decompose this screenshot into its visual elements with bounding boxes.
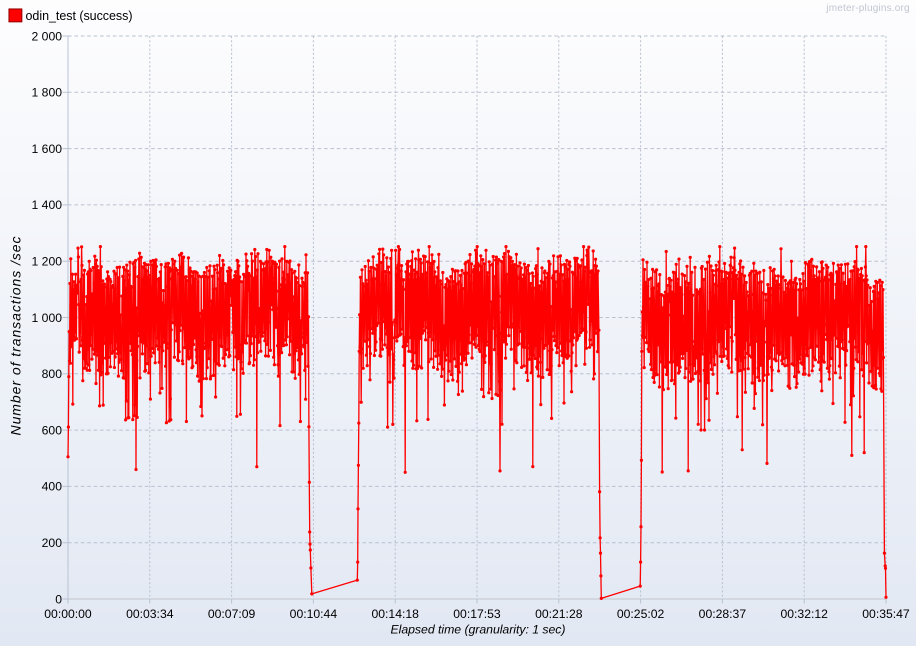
svg-text:00:03:34: 00:03:34 (126, 607, 174, 621)
svg-text:00:28:37: 00:28:37 (699, 607, 747, 621)
svg-text:00:07:09: 00:07:09 (208, 607, 256, 621)
svg-text:1 200: 1 200 (32, 255, 63, 269)
svg-text:00:35:47: 00:35:47 (862, 607, 910, 621)
svg-text:Elapsed time (granularity: 1 s: Elapsed time (granularity: 1 sec) (391, 623, 566, 637)
svg-text:00:25:02: 00:25:02 (617, 607, 665, 621)
svg-text:2 000: 2 000 (32, 29, 63, 43)
svg-text:1 000: 1 000 (32, 311, 63, 325)
svg-text:00:14:18: 00:14:18 (371, 607, 419, 621)
svg-text:800: 800 (42, 367, 63, 381)
svg-text:00:21:28: 00:21:28 (535, 607, 583, 621)
svg-text:jmeter-plugins.org: jmeter-plugins.org (825, 3, 909, 14)
svg-text:400: 400 (42, 480, 63, 494)
svg-text:odin_test (success): odin_test (success) (26, 9, 133, 23)
svg-text:600: 600 (42, 423, 63, 437)
svg-text:200: 200 (42, 536, 63, 550)
svg-text:1 800: 1 800 (32, 86, 63, 100)
svg-text:00:00:00: 00:00:00 (44, 607, 92, 621)
svg-text:00:17:53: 00:17:53 (453, 607, 501, 621)
svg-text:1 600: 1 600 (32, 142, 63, 156)
svg-text:0: 0 (55, 592, 62, 606)
svg-text:1 400: 1 400 (32, 198, 63, 212)
svg-text:00:10:44: 00:10:44 (290, 607, 338, 621)
svg-text:Number of transactions /sec: Number of transactions /sec (8, 237, 24, 436)
svg-text:00:32:12: 00:32:12 (780, 607, 828, 621)
